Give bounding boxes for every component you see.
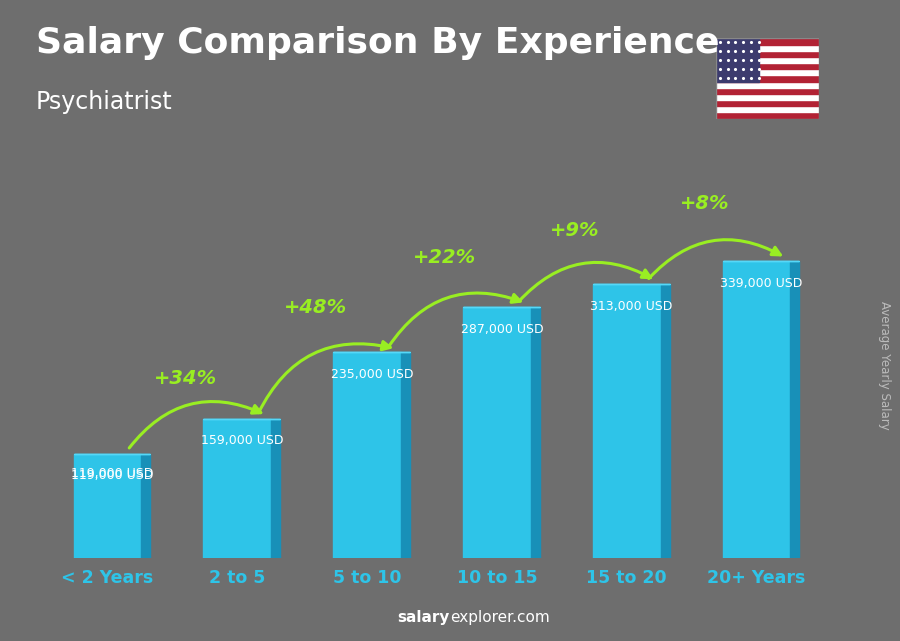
Bar [716,81,819,88]
Text: 119,000 USD: 119,000 USD [71,467,153,479]
Bar [716,45,819,51]
Text: +8%: +8% [680,194,729,213]
Bar [716,51,819,57]
Bar [531,307,540,558]
Bar [716,112,819,119]
Text: Salary Comparison By Experience: Salary Comparison By Experience [36,26,719,60]
Bar [141,454,150,558]
Text: 339,000 USD: 339,000 USD [720,277,803,290]
Text: Psychiatrist: Psychiatrist [36,90,173,113]
Bar [716,76,819,81]
Bar [716,38,819,45]
Text: explorer.com: explorer.com [450,610,550,625]
Bar [716,100,819,106]
Bar [593,284,661,558]
Bar [661,284,670,558]
Text: +34%: +34% [154,369,217,388]
Text: Average Yearly Salary: Average Yearly Salary [878,301,890,429]
Bar [723,262,790,558]
Bar [74,454,141,558]
Text: +9%: +9% [550,221,599,240]
Bar [400,353,410,558]
Text: salary: salary [398,610,450,625]
Bar [716,38,759,81]
Text: 235,000 USD: 235,000 USD [330,368,413,381]
Bar [716,106,819,112]
Bar [203,419,271,558]
Bar [716,57,819,63]
Bar [716,63,819,69]
Bar [716,88,819,94]
Bar [716,94,819,100]
Bar [333,353,400,558]
Bar [716,69,819,76]
Text: 119,000 USD: 119,000 USD [71,469,153,483]
Text: +48%: +48% [284,298,346,317]
Text: 313,000 USD: 313,000 USD [590,300,673,313]
Text: 287,000 USD: 287,000 USD [461,322,544,335]
Bar [271,419,280,558]
Bar [790,262,799,558]
Text: +22%: +22% [413,249,476,267]
Text: 159,000 USD: 159,000 USD [201,435,284,447]
Bar [464,307,531,558]
